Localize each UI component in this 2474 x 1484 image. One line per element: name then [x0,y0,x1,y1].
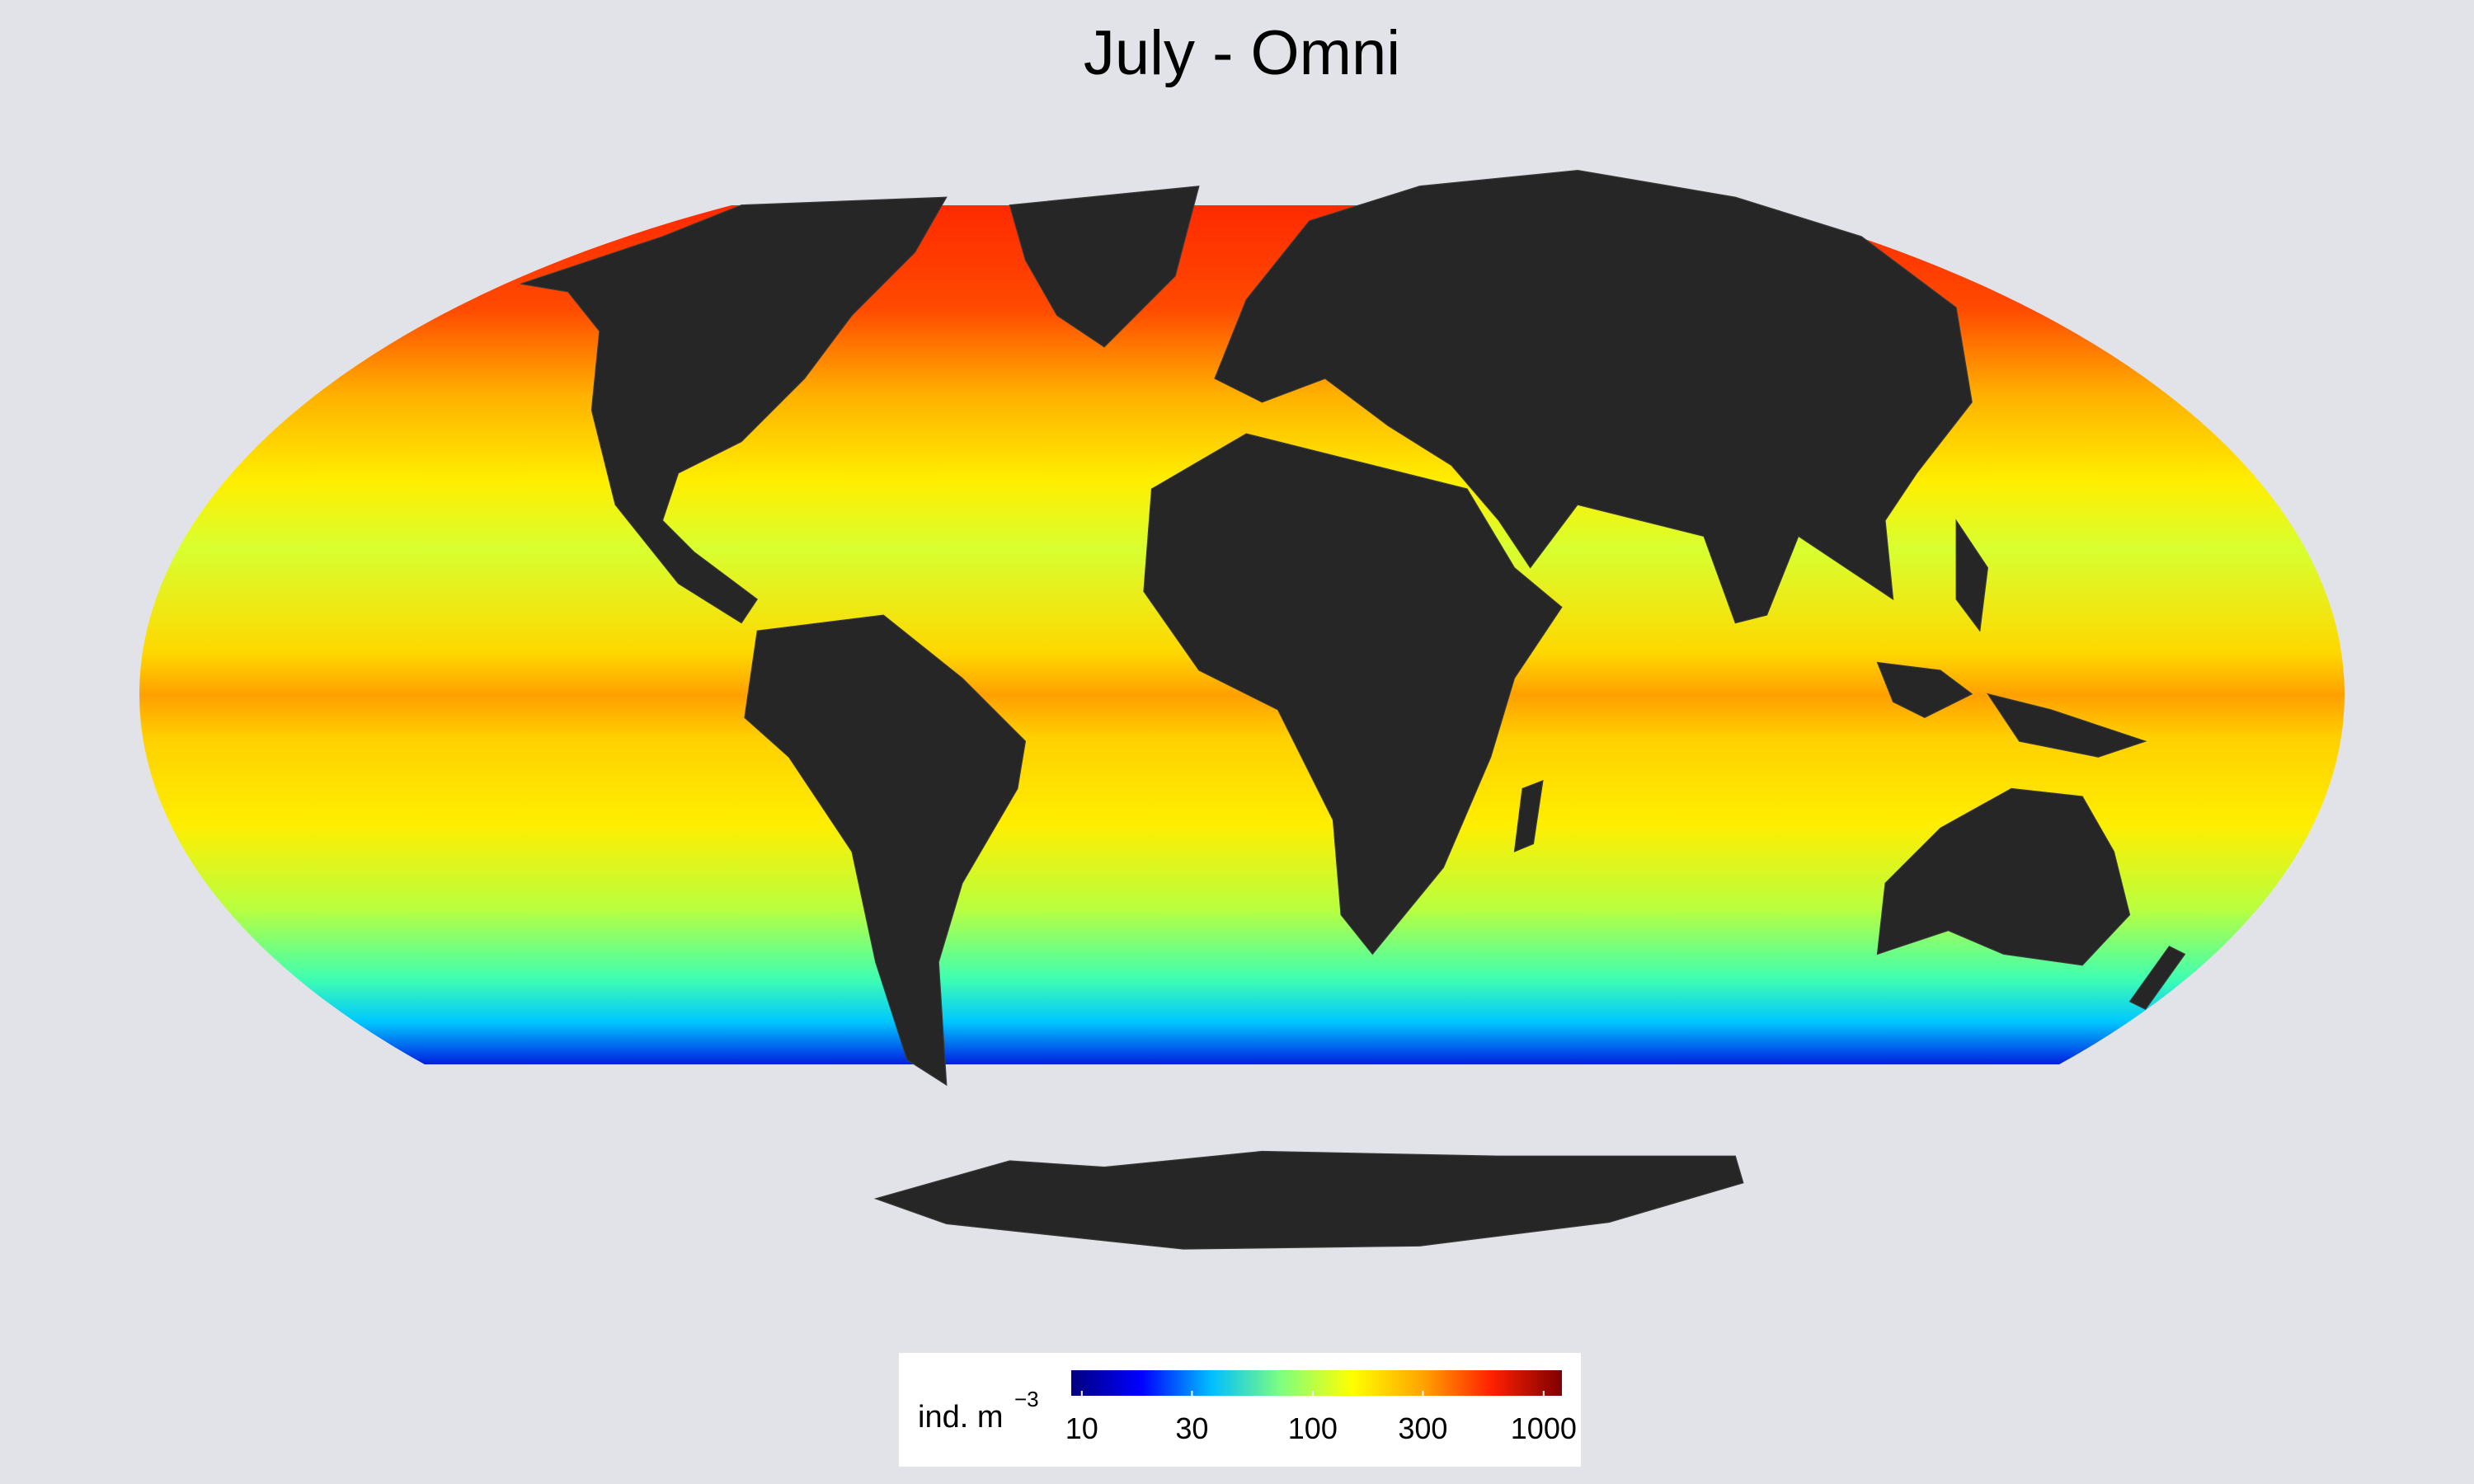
north-america [520,196,948,624]
greenland [1009,186,1200,348]
colorbar-tick-label: 30 [1175,1411,1208,1445]
legend-label-exponent: −3 [1014,1387,1039,1411]
new-zealand [2128,946,2186,1011]
colorbar-tick-label: 1000 [1511,1411,1577,1445]
colorbar-tick-label: 10 [1065,1411,1098,1445]
south-america [744,614,1027,1087]
indonesia [1876,519,2147,758]
africa [1143,433,1563,956]
colorbar: 10 30 100 300 1000 [1065,1370,1577,1445]
land-layer [520,170,2186,1250]
colorbar-tick-label: 100 [1288,1411,1338,1445]
eurasia [1214,170,1973,624]
australia [1876,787,2131,966]
colorbar-ramp [1071,1370,1562,1396]
map-title: July - Omni [1084,18,1400,88]
madagascar [1513,780,1544,852]
antarctica [873,1150,1744,1250]
legend-label: ind. m [918,1400,1003,1435]
colorbar-tick-label: 300 [1398,1411,1447,1445]
